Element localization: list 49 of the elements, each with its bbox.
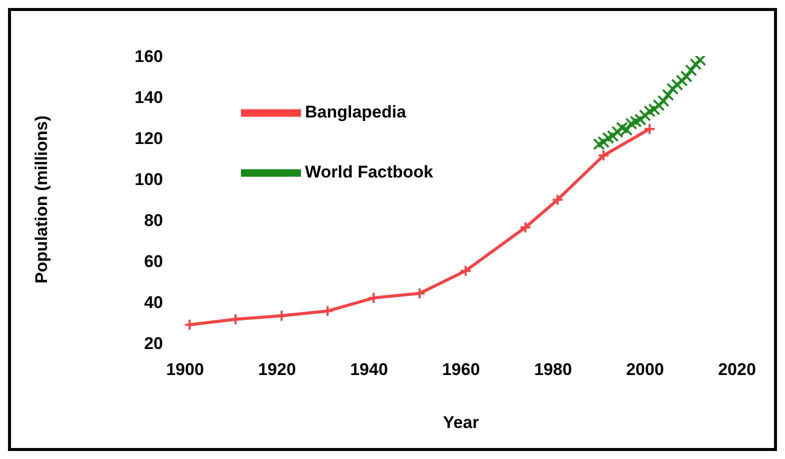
point: [662, 88, 674, 101]
point: [598, 136, 610, 148]
legend-label: World Factbook: [305, 162, 434, 182]
point: [414, 287, 426, 300]
point: [519, 221, 532, 234]
x-tick-label: 2020: [718, 360, 756, 380]
point: [368, 292, 380, 304]
legend-label: Banglapedia: [305, 102, 406, 122]
y-tick-label: 160: [134, 47, 163, 66]
point: [616, 122, 628, 134]
point: [680, 70, 692, 82]
y-tick-label: 140: [134, 88, 163, 108]
point: [598, 149, 610, 162]
x-axis-title: Year: [443, 413, 480, 432]
x-tick-label: 1920: [258, 360, 296, 380]
point: [552, 194, 564, 206]
x-tick-label: 1980: [534, 360, 572, 380]
point: [634, 114, 646, 126]
point: [676, 74, 688, 87]
point: [460, 264, 472, 277]
y-tick-label: 100: [134, 170, 163, 190]
x-tick-label: 1900: [166, 360, 204, 380]
point: [639, 109, 651, 122]
y-tick-label: 120: [134, 129, 163, 148]
y-tick-label: 80: [144, 211, 163, 230]
point: [666, 82, 679, 95]
y-tick-label: 60: [144, 252, 163, 272]
point: [652, 99, 665, 112]
point: [602, 132, 614, 144]
x-tick-label: 1940: [350, 360, 388, 380]
point: [648, 103, 660, 116]
y-tick-label: 40: [144, 293, 163, 312]
point: [230, 313, 242, 326]
point: [276, 310, 288, 322]
point: [644, 122, 656, 135]
point: [685, 64, 697, 76]
y-tick-label: 20: [144, 334, 163, 354]
point: [606, 130, 619, 142]
y-axis-title: Population (millions): [32, 115, 52, 284]
point: [593, 138, 605, 150]
point: [185, 318, 196, 331]
x-tick-label: 1960: [442, 360, 480, 380]
point: [625, 118, 638, 130]
point: [694, 56, 706, 66]
point: [657, 95, 670, 108]
point: [671, 78, 684, 91]
point: [630, 116, 642, 128]
x-tick-label: 2000: [626, 360, 664, 380]
point: [644, 105, 656, 118]
